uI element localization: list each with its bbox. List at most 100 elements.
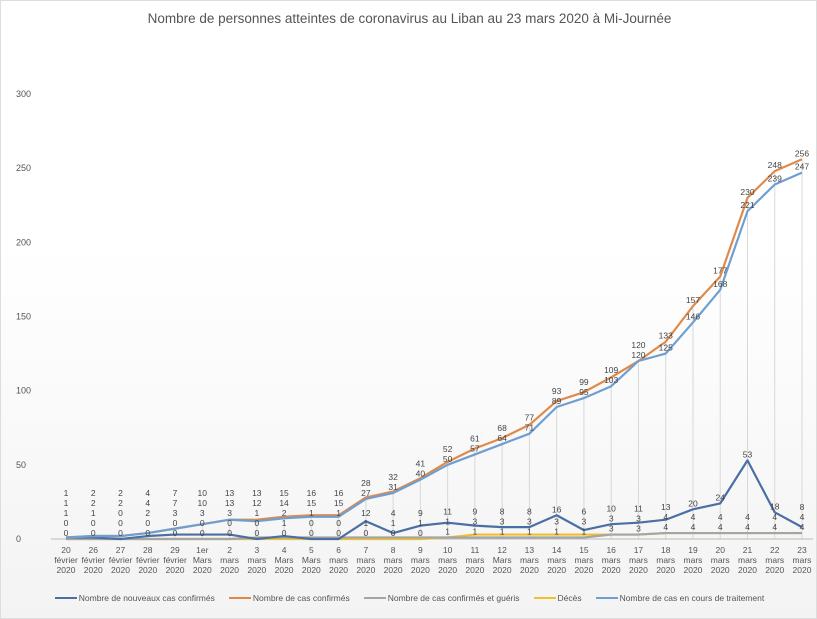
data-label: 6 [582,507,587,517]
data-label: 32 [388,472,398,482]
legend-item: Nombre de cas confirmés [228,593,350,603]
data-label: 4 [391,508,396,518]
data-label: 12 [252,498,262,508]
x-tick-label: mars [247,555,266,565]
x-tick-label: 2020 [793,565,812,575]
data-label: 4 [691,512,696,522]
data-label: 71 [525,423,535,433]
data-label: 18 [770,501,780,511]
data-label: 3 [200,508,205,518]
x-tick-label: 2020 [465,565,484,575]
data-label: 1 [64,498,69,508]
x-tick-label: 23 [797,545,807,555]
x-tick-label: 4 [282,545,287,555]
data-label: 2 [118,488,123,498]
y-tick-label: 100 [16,386,31,396]
data-label: 0 [363,528,368,538]
legend-item: Nombre de nouveaux cas confirmés [54,593,215,603]
chart-title: Nombre de personnes atteintes de coronav… [147,11,672,26]
x-tick-label: 19 [688,545,698,555]
data-label: 3 [500,517,505,527]
legend-swatch [363,597,386,599]
data-label: 3 [636,514,641,524]
data-label: 0 [254,518,259,528]
data-label: 1 [473,527,478,537]
data-label: 1 [527,527,532,537]
x-tick-label: mars [438,555,457,565]
x-tick-label: mars [465,555,484,565]
data-label: 3 [554,517,559,527]
data-label: 0 [227,518,232,528]
data-label: 93 [552,386,562,396]
legend-item: Nombre de cas en cours de traitement [595,593,765,603]
x-tick-label: mars [765,555,784,565]
legend-label: Nombre de cas confirmés et guéris [387,593,520,603]
x-tick-label: 2020 [84,565,103,575]
series-line [65,158,803,539]
data-label: 0 [118,518,123,528]
legend-label: Décès [557,593,582,603]
legend-swatch [228,597,251,599]
x-tick-label: mars [793,555,812,565]
x-tick-label: mars [602,555,621,565]
data-label: 125 [659,343,673,353]
data-label: 3 [609,514,614,524]
data-label: 89 [552,396,562,406]
data-label: 3 [227,508,232,518]
x-tick-label: 11 [470,545,479,555]
data-label: 41 [416,459,426,469]
data-label: 40 [416,469,426,479]
x-tick-label: Mars [493,555,512,565]
data-label: 4 [145,488,150,498]
data-label: 0 [282,528,287,538]
data-label: 0 [91,518,96,528]
data-label: 9 [473,507,478,517]
data-label: 9 [418,508,423,518]
data-label: 0 [391,528,396,538]
legend-swatch [595,597,618,599]
data-label: 0 [64,528,69,538]
x-tick-label: mars [384,555,403,565]
data-label: 230 [740,187,754,197]
x-tick-label: 2020 [166,565,185,575]
x-tick-label: 14 [552,545,562,555]
data-label: 53 [743,449,753,459]
x-tick-label: mars [711,555,730,565]
x-tick-label: 26 [89,545,99,555]
data-label: 1 [336,508,341,518]
data-label: 120 [631,350,645,360]
x-tick-label: 3 [254,545,259,555]
data-label: 3 [636,524,641,534]
data-label: 13 [252,488,262,498]
x-tick-label: mars [684,555,703,565]
x-tick-label: Mars [302,555,321,565]
data-label: 10 [198,498,208,508]
x-tick-label: 12 [497,545,507,555]
data-label: 0 [309,518,314,528]
y-tick-label: 250 [16,163,31,173]
legend-label: Nombre de cas en cours de traitement [619,593,765,603]
data-label: 16 [334,488,344,498]
data-label: 24 [715,492,725,502]
data-label: 77 [525,413,535,423]
data-label: 4 [772,522,777,532]
data-label: 0 [118,528,123,538]
data-label: 0 [145,518,150,528]
x-tick-label: mars [520,555,539,565]
data-label: 3 [609,524,614,534]
data-label: 13 [661,502,671,512]
data-label: 2 [145,508,150,518]
data-label: 31 [388,482,398,492]
x-tick-label: 8 [391,545,396,555]
data-label: 1 [64,488,69,498]
legend-item: Décès [533,593,582,603]
data-label: 2 [91,488,96,498]
data-label: 0 [200,528,205,538]
x-tick-label: 18 [661,545,671,555]
x-tick-label: mars [329,555,348,565]
x-tick-label: 2020 [275,565,294,575]
data-label: 3 [173,508,178,518]
data-label: 10 [198,488,208,498]
data-label: 0 [91,528,96,538]
